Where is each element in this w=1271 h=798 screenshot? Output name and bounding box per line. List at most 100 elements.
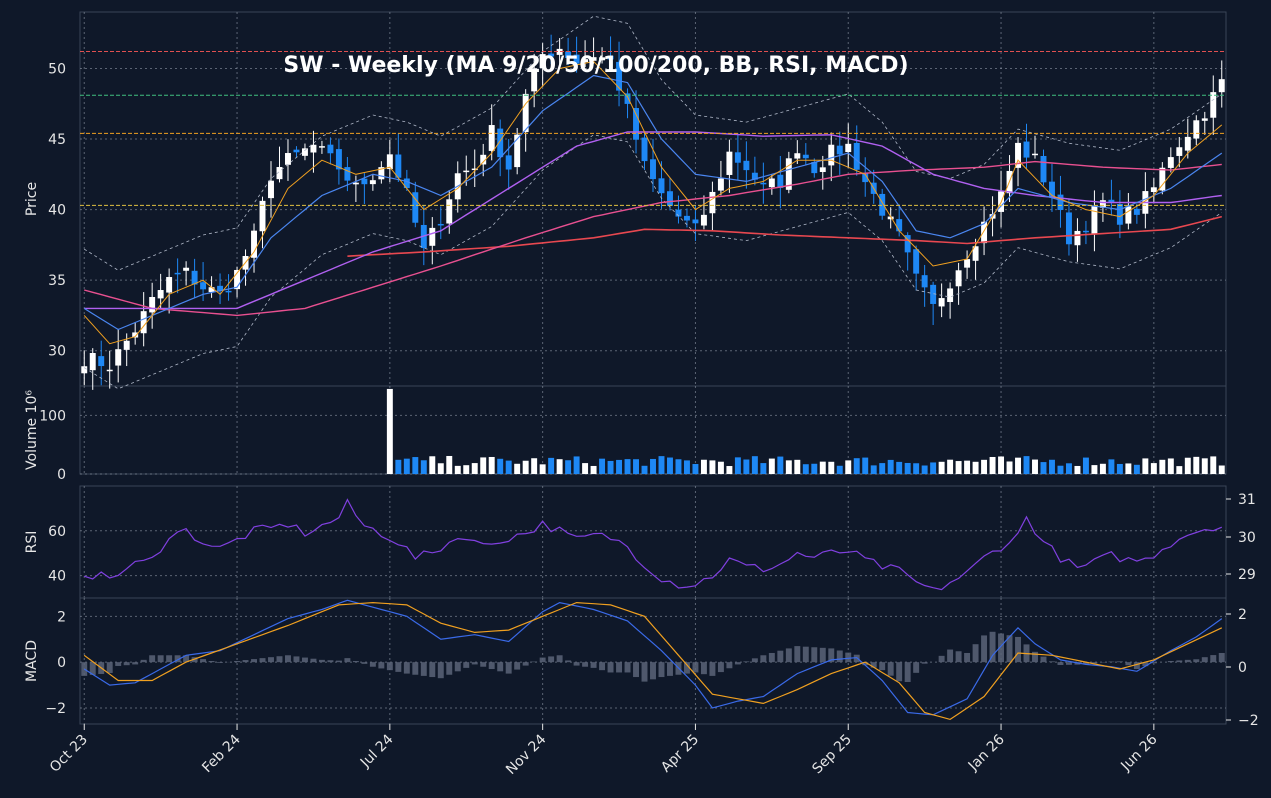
macd-histogram-bar [743,661,750,663]
price-panel-tick-label: 40 [48,203,66,219]
volume-bar [1210,456,1217,474]
candle-body [505,155,512,170]
volume-bar [1167,458,1174,474]
macd-histogram-bar [989,631,996,663]
macd-histogram-bar [217,662,224,663]
candle-body [760,182,767,185]
price-panel-tick-label: 35 [48,273,66,289]
candle-body [89,352,96,371]
volume-bar [650,458,656,474]
candle-body [285,153,291,165]
candle-body [140,311,147,334]
macd-histogram-bar [1108,661,1115,663]
volume-bar [760,463,767,474]
candle-body [853,142,860,170]
candle-body [717,178,724,191]
macd-histogram-bar [242,660,249,663]
macd-histogram-bar [1116,661,1123,663]
macd-histogram-bar [174,655,181,663]
volume-bar [1142,458,1149,474]
rsi-panel-axis-label: RSI [24,531,40,554]
macd-histogram-bar [463,662,470,668]
volume-bar [785,460,792,474]
candle-body [276,167,283,180]
macd-histogram-bar [582,662,589,667]
volume-bar [1074,465,1081,474]
macd-histogram-bar [811,647,818,663]
macd-histogram-bar [921,662,928,664]
volume-bar [1150,463,1157,474]
candle-body [1201,118,1208,121]
volume-bar [768,458,775,474]
candle-body [921,275,928,288]
macd-histogram-bar [301,657,308,663]
macd-histogram-bar [981,635,988,663]
candle-body [819,167,826,173]
volume-bar [480,457,487,474]
candle-body [590,57,597,61]
candle-body [225,290,232,293]
macd-histogram-bar [420,662,427,676]
volume-bar [386,388,393,474]
volume-bar [497,458,504,474]
candle-body [191,270,198,285]
candle-body [115,349,122,366]
volume-bar [683,460,690,474]
candle-body [1125,206,1132,224]
macd-histogram-bar [667,662,673,676]
candle-body [208,287,215,292]
macd-histogram-bar [726,662,733,669]
volume-bar [777,456,784,474]
candle-body [446,199,453,224]
candle-body [174,272,181,275]
candle-body [938,298,945,307]
macd-histogram-bar [412,662,419,675]
macd-histogram-bar [573,662,580,666]
macd-histogram-bar [717,662,724,673]
ma50-line [84,131,1222,310]
volume-bar [514,463,521,474]
candle-body [81,366,88,374]
macd-histogram-bar [89,662,96,675]
macd-histogram-bar [709,662,716,676]
macd-histogram-bar [208,661,215,663]
candle-body [683,215,690,221]
volume-bar [429,456,436,474]
macd-histogram-bar [1065,662,1072,665]
volume-panel-tick-label: 0 [57,467,66,483]
candle-body [259,200,266,232]
volume-bar [930,462,937,474]
candle-body [1023,141,1030,158]
candle-body [1099,200,1106,208]
macd-histogram-bar [514,662,521,670]
macd-histogram-bar [828,648,835,663]
candle-body [183,267,190,271]
macd-histogram-bar [1125,662,1132,666]
candle-body [709,191,716,214]
macd-histogram-bar [539,657,546,663]
candle-body [395,154,402,178]
volume-bar [1125,463,1132,474]
candle-body [692,219,699,224]
ma20-line [83,74,1223,331]
macd-histogram-bar [998,633,1005,663]
candle-body [624,93,631,104]
volume-bar [522,460,529,474]
volume-bar [463,465,470,474]
macd-histogram-bar [768,652,775,663]
volume-bar [1040,462,1047,474]
macd-histogram-bar [599,662,606,671]
candle-body [573,54,580,64]
candle-body [1150,187,1157,192]
candle-body [913,249,920,274]
candle-body [157,290,164,299]
volume-bar [1065,463,1072,474]
candle-body [318,146,325,148]
candle-body [98,356,105,367]
macd-histogram-bar [1133,662,1140,670]
volume-bar [607,460,614,474]
volume-bar [998,456,1005,474]
candle-body [251,230,257,258]
macd-histogram-bar [1006,635,1013,663]
volume-bar [1193,456,1200,474]
